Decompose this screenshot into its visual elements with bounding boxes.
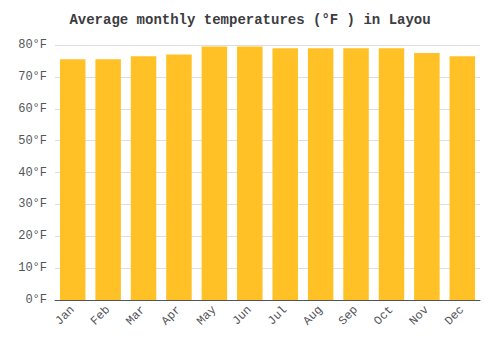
svg-text:50°F: 50°F (18, 134, 47, 148)
svg-text:Jan: Jan (53, 303, 78, 328)
svg-text:Sep: Sep (336, 303, 361, 328)
svg-text:Feb: Feb (88, 303, 113, 328)
svg-text:Jul: Jul (265, 303, 290, 328)
svg-text:10°F: 10°F (18, 261, 47, 275)
svg-text:0°F: 0°F (25, 293, 47, 307)
svg-text:80°F: 80°F (18, 38, 47, 52)
svg-text:Mar: Mar (123, 303, 148, 328)
svg-text:Apr: Apr (159, 303, 184, 328)
svg-text:60°F: 60°F (18, 102, 47, 116)
svg-text:Average monthly temperatures (: Average monthly temperatures (°F ) in La… (69, 12, 430, 28)
svg-text:Jun: Jun (230, 303, 255, 328)
svg-text:Oct: Oct (371, 303, 396, 328)
svg-text:Dec: Dec (442, 303, 467, 328)
svg-text:20°F: 20°F (18, 229, 47, 243)
svg-text:Nov: Nov (407, 303, 432, 328)
svg-text:70°F: 70°F (18, 70, 47, 84)
svg-text:30°F: 30°F (18, 197, 47, 211)
svg-text:May: May (194, 303, 219, 328)
svg-text:40°F: 40°F (18, 166, 47, 180)
svg-text:Aug: Aug (300, 303, 325, 328)
